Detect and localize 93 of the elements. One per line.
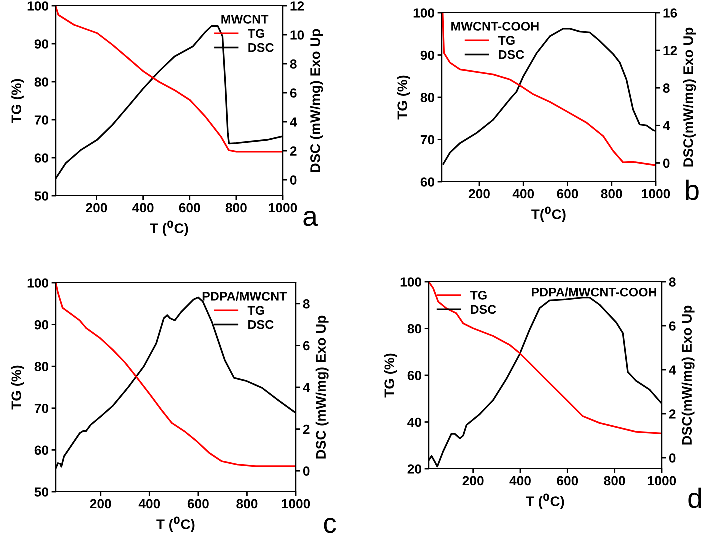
y-tick-label: 80 [34, 78, 49, 87]
y2-tick-label: 6 [303, 341, 310, 351]
y2-tick-label: 8 [303, 299, 310, 309]
x-tick-label: 400 [512, 189, 534, 199]
y2-tick-label: 8 [669, 278, 676, 287]
x-tick-label: 600 [557, 189, 578, 199]
y-tick-label: 100 [28, 2, 49, 11]
x-axis-title: T ($^{0}$C) [526, 494, 564, 510]
y2-axis-title: DSC(mW/mg) Exo Up [683, 28, 696, 167]
x-tick-label: 400 [132, 203, 154, 213]
annotation: PDPA/MWCNT-COOH [532, 288, 656, 297]
y-tick-label: 60 [34, 446, 49, 456]
y2-tick-label: 4 [669, 366, 676, 375]
y2-axis-title: DSC (mW/mg) Exo Up [316, 316, 329, 459]
y-tick-label: 100 [400, 278, 422, 287]
legend-label: TG [248, 29, 264, 38]
x-tick-label: 1000 [648, 476, 676, 486]
y-axis-title: TG (%) [397, 76, 410, 120]
x-tick-label: 1000 [269, 203, 298, 213]
legend-title: MWCNT [222, 15, 269, 24]
y-tick-label: 70 [34, 116, 49, 125]
y2-tick-label: 8 [663, 84, 670, 94]
y-tick-label: 60 [34, 154, 49, 163]
y2-tick-label: 2 [290, 146, 297, 156]
x-tick-label: 800 [601, 189, 622, 199]
y-tick-label: 80 [408, 324, 422, 334]
y-tick-label: 90 [420, 50, 435, 60]
y-tick-label: 40 [408, 418, 422, 428]
y-tick-label: 100 [414, 8, 435, 18]
y-tick-label: 70 [420, 135, 435, 145]
x-tick-label: 1000 [642, 189, 670, 199]
y2-tick-label: 4 [663, 121, 670, 130]
y2-tick-label: 0 [663, 158, 670, 168]
x-tick-label: 800 [236, 499, 258, 509]
y2-tick-label: 0 [290, 176, 297, 185]
y2-tick-label: 12 [664, 46, 678, 56]
y-axis-title: TG (%) [11, 366, 24, 410]
y2-tick-label: 6 [669, 322, 676, 331]
y-tick-label: 50 [34, 488, 49, 497]
y-axis-title: TG (%) [11, 79, 24, 124]
x-axis-title: T ($^{0}$C) [156, 516, 195, 532]
y-tick-label: 100 [28, 278, 49, 288]
legend-label: DSC [471, 305, 496, 314]
legend-title: PDPA/MWCNT [202, 292, 288, 302]
y-tick-label: 80 [34, 362, 49, 372]
y2-tick-label: 4 [290, 118, 298, 127]
y2-tick-label: 8 [290, 60, 297, 69]
legend-title: MWCNT-COOH [452, 22, 539, 31]
y2-tick-label: 12 [290, 2, 304, 11]
x-tick-label: 200 [86, 203, 108, 213]
y2-tick-label: 10 [290, 30, 304, 40]
y2-tick-label: 16 [664, 8, 678, 18]
y2-tick-label: 4 [303, 383, 310, 392]
x-tick-label: 200 [468, 189, 490, 199]
line-series [56, 6, 283, 153]
legend-label: DSC [499, 50, 524, 60]
x-tick-label: 200 [90, 499, 112, 509]
y2-tick-label: 0 [669, 454, 676, 463]
y-axis-title: TG (%) [384, 354, 398, 398]
y-tick-label: 70 [34, 404, 49, 414]
text: c [324, 518, 336, 534]
text: d [688, 488, 702, 508]
y-tick-label: 60 [408, 371, 422, 380]
legend-label: TG [498, 36, 515, 46]
y2-tick-label: 0 [303, 466, 310, 476]
x-axis-title: T($^{0}$C) [532, 206, 566, 222]
legend-label: DSC [248, 320, 274, 330]
legend-label: DSC [248, 43, 274, 52]
text: b [686, 180, 699, 200]
y2-axis-title: DSC(mW/mg) Exo Up [682, 306, 695, 445]
y-tick-label: 90 [34, 320, 49, 330]
y2-tick-label: 6 [290, 88, 297, 98]
y-tick-label: 90 [34, 40, 49, 49]
x-tick-label: 600 [188, 499, 209, 509]
y-tick-label: 80 [420, 93, 435, 102]
x-tick-label: 800 [226, 203, 247, 213]
x-tick-label: 400 [138, 499, 160, 509]
y2-axis-title: DSC (mW/mg) Exo Up [310, 29, 324, 172]
x-tick-label: 1000 [282, 499, 310, 509]
x-tick-label: 400 [510, 476, 531, 486]
y-tick-label: 50 [34, 192, 49, 201]
legend-label: TG [248, 306, 264, 316]
legend-label: TG [470, 291, 487, 300]
x-tick-label: 600 [557, 476, 578, 486]
y-tick-label: 20 [408, 464, 422, 474]
x-tick-label: 600 [179, 203, 200, 213]
x-tick-label: 800 [604, 476, 626, 486]
y2-tick-label: 2 [303, 424, 310, 434]
y2-tick-label: 2 [669, 410, 676, 419]
text: a [304, 211, 318, 226]
y-tick-label: 60 [420, 178, 435, 187]
x-tick-label: 200 [462, 476, 484, 486]
x-axis-title: T ($^{0}$C) [150, 220, 188, 236]
